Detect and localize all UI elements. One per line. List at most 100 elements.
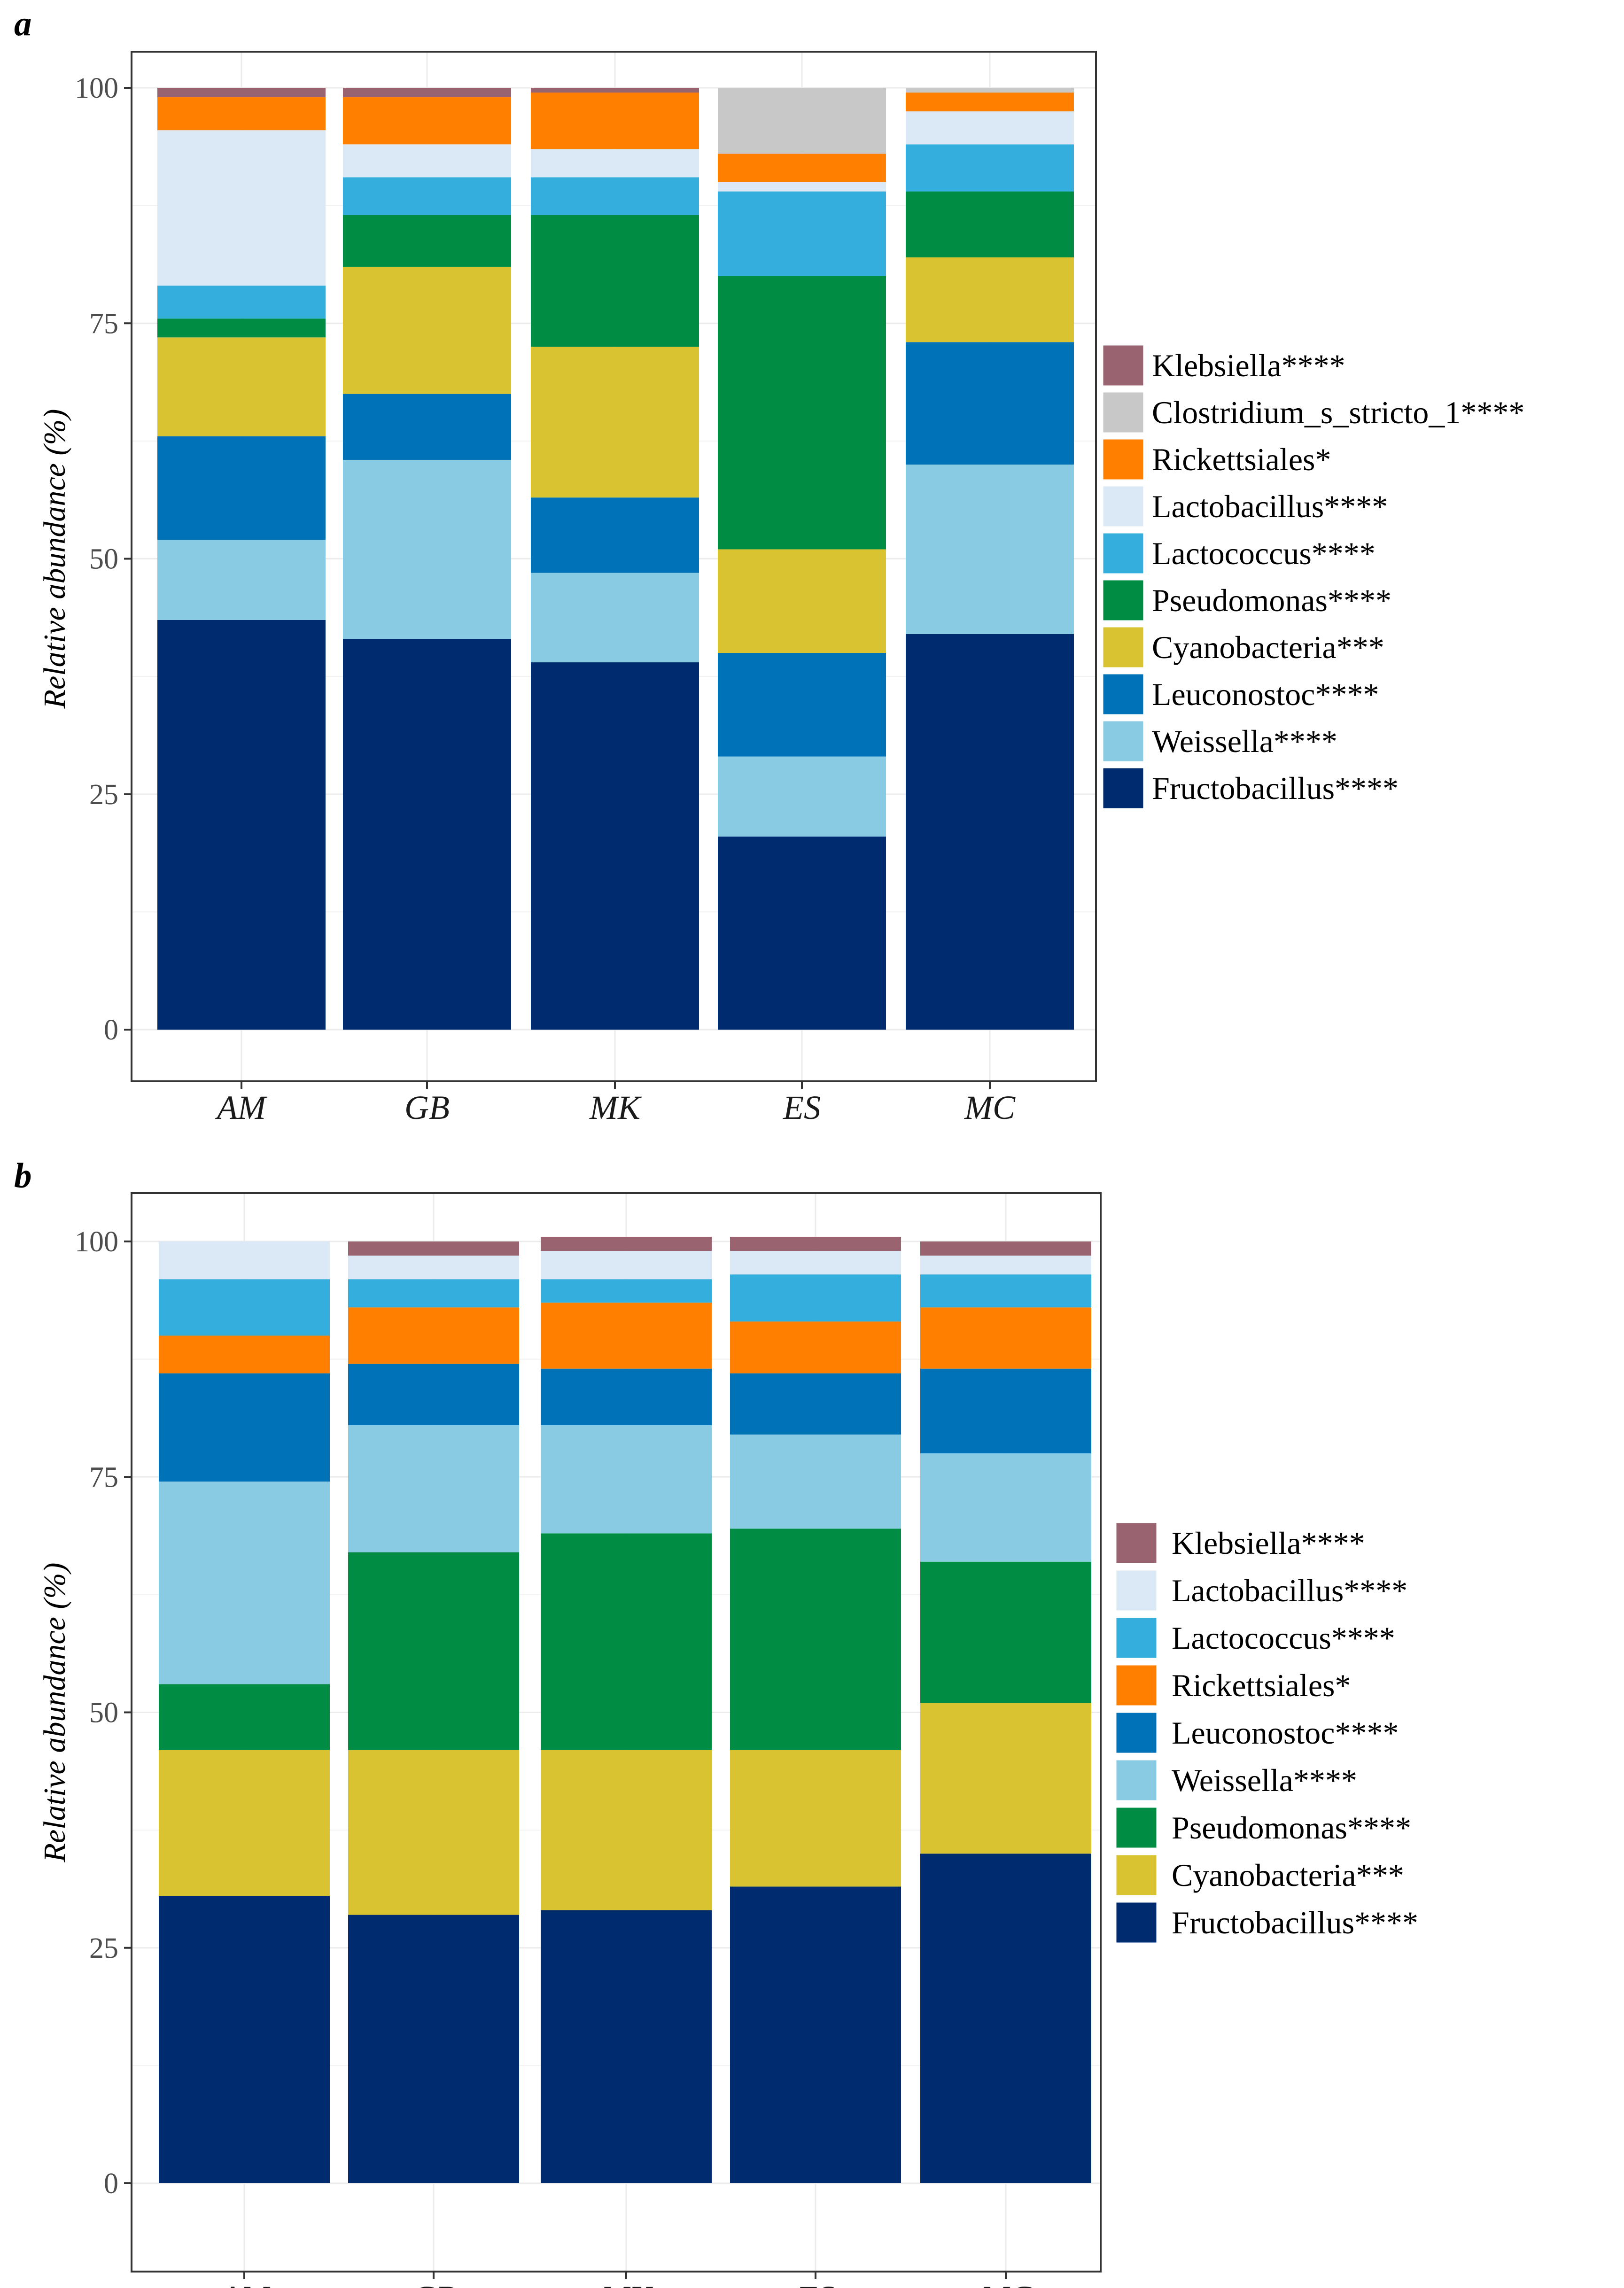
x-tick-label: ES [783, 1089, 821, 1126]
bar-segment [730, 1528, 901, 1750]
y-tick-label: 75 [89, 1461, 118, 1493]
legend-swatch [1102, 673, 1145, 716]
legend-label: Rickettsiales* [1172, 1668, 1351, 1703]
legend: Klebsiella**** Clostridium_s_stricto_1***… [1102, 344, 1524, 810]
bar-segment [920, 1368, 1091, 1454]
y-tick-label: 75 [89, 308, 118, 340]
bar-segment [531, 573, 699, 663]
bar-segment [343, 144, 511, 178]
bar-segment [906, 111, 1074, 145]
y-tick-label: 100 [75, 72, 118, 104]
bar-segment [159, 1373, 330, 1482]
bar-segment [157, 337, 326, 436]
legend-label: Cyanobacteria*** [1152, 629, 1384, 665]
bar-segment [531, 93, 699, 149]
bar-segment [159, 1279, 330, 1336]
bar-segment [541, 1910, 712, 2183]
bar-segment [531, 177, 699, 215]
legend-swatch [1102, 720, 1145, 763]
legend-label: Fructobacillus**** [1152, 770, 1399, 806]
bar-segment [157, 540, 326, 620]
bar-segment [718, 653, 886, 757]
legend-label: Klebsiella**** [1172, 1525, 1365, 1561]
panel-b: b 0 25 50 75 100 AM GB MK ES MC Relative abundance … [14, 1156, 1418, 2288]
bar-segment [531, 88, 699, 93]
y-axis-title: Relative abundance (%) [38, 1563, 72, 1863]
x-tick-label: MC [964, 1089, 1016, 1126]
bar-segment [920, 1453, 1091, 1562]
bar-segment [906, 257, 1074, 342]
bar-segment [348, 1307, 519, 1364]
legend-label: Rickettsiales* [1152, 442, 1331, 477]
legend-swatch [1115, 1901, 1158, 1944]
bar-segment [157, 130, 326, 286]
legend-swatch [1102, 391, 1145, 434]
bar-segment [348, 1750, 519, 1915]
legend-swatch [1102, 532, 1145, 575]
bar-segment [343, 97, 511, 145]
bar-segment [718, 154, 886, 182]
legend-swatch [1115, 1616, 1158, 1660]
legend-label: Lactobacillus**** [1152, 489, 1388, 524]
x-tick-label: AM [215, 1089, 268, 1126]
bar-segment [348, 1364, 519, 1425]
bar-segment [531, 662, 699, 1030]
bar-segment [730, 1435, 901, 1529]
bar-segment [906, 144, 1074, 192]
legend-label: Lactobacillus**** [1172, 1573, 1407, 1608]
bar-segment [159, 1335, 330, 1373]
legend-label: Cyanobacteria*** [1172, 1857, 1404, 1893]
bar-segment [531, 149, 699, 178]
bar-segment [718, 549, 886, 653]
bar-segment [157, 318, 326, 338]
x-tick-label: GB [411, 2279, 456, 2288]
legend-label: Pseudomonas**** [1152, 582, 1391, 618]
x-tick-label: GB [404, 1089, 450, 1126]
bar-segment [343, 177, 511, 215]
legend-label: Leuconostoc**** [1152, 676, 1379, 712]
legend-swatch [1102, 579, 1145, 622]
bar-segment [906, 93, 1074, 112]
legend-swatch [1102, 438, 1145, 481]
bar-segment [730, 1274, 901, 1322]
plot-frame [131, 1192, 1102, 2272]
bar-segment [730, 1373, 901, 1435]
bar-segment [531, 497, 699, 573]
y-tick-label: 25 [89, 1932, 118, 1964]
bar-segment [159, 1750, 330, 1896]
bars [157, 88, 1074, 1030]
legend-swatch [1115, 1759, 1158, 1802]
legend-label: Klebsiella**** [1152, 348, 1345, 383]
bar-segment [348, 1256, 519, 1280]
bar-segment [541, 1303, 712, 1369]
bar-segment [541, 1425, 712, 1534]
legend-label: Leuconostoc**** [1172, 1715, 1399, 1751]
bar-segment [718, 191, 886, 276]
bar-segment [343, 88, 511, 98]
bar-segment [541, 1750, 712, 1910]
y-axis-title: Relative abundance (%) [38, 409, 72, 709]
y-tick-label: 100 [75, 1226, 118, 1258]
bar-segment [920, 1307, 1091, 1369]
bar-segment [718, 836, 886, 1030]
bar-segment [920, 1241, 1091, 1256]
bar-segment [718, 88, 886, 154]
x-tick-label: MK [589, 1089, 642, 1126]
bar-segment [157, 88, 326, 98]
x-tick-label: AM [218, 2279, 271, 2288]
legend-label: Fructobacillus**** [1172, 1905, 1418, 1940]
legend-swatch [1102, 485, 1145, 528]
bar-segment [920, 1256, 1091, 1275]
bar-segment [159, 1896, 330, 2183]
bar-segment [718, 756, 886, 837]
bar-segment [730, 1321, 901, 1373]
legend-swatch [1115, 1521, 1158, 1565]
legend-label: Pseudomonas**** [1172, 1810, 1411, 1846]
plot-frame [131, 51, 1097, 1082]
bar-segment [348, 1552, 519, 1750]
bar-segment [730, 1750, 901, 1887]
legend-swatch [1115, 1569, 1158, 1612]
bar-segment [906, 634, 1074, 1030]
bar-segment [541, 1236, 712, 1251]
bar-segment [343, 215, 511, 267]
